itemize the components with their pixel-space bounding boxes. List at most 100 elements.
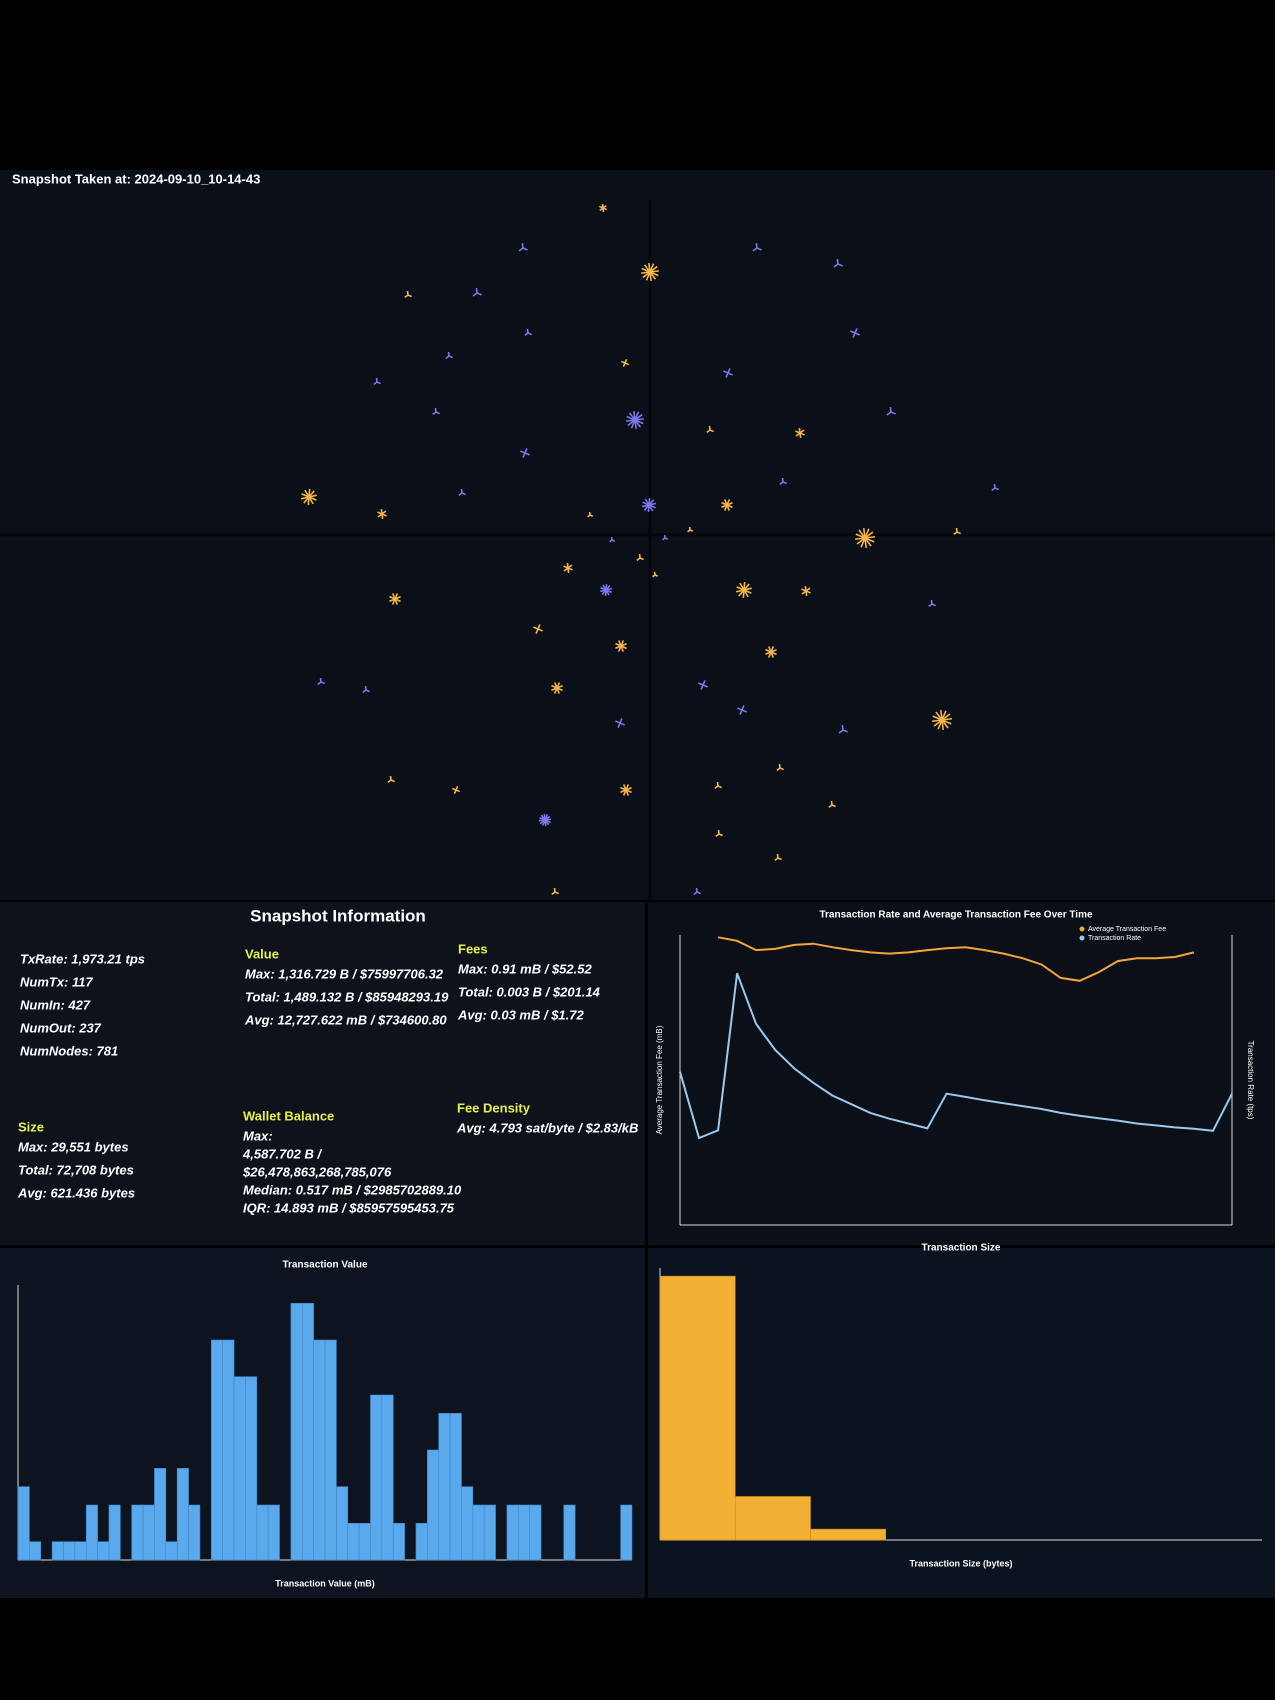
graph-edge (709, 429, 714, 433)
stat: NumTx: 117 (20, 974, 93, 989)
graph-edge (475, 287, 478, 294)
graph-edge (831, 804, 836, 808)
graph-edge (886, 411, 892, 416)
graph-edge (836, 258, 839, 265)
graph-edge (617, 722, 621, 728)
x-axis-label: Transaction Size (bytes) (909, 1558, 1012, 1568)
graph-edge (390, 779, 395, 783)
graph-edge (587, 514, 591, 518)
graph-edge (620, 643, 627, 647)
graph-edge (941, 713, 951, 721)
graph-edge (535, 628, 539, 634)
graph-edge (776, 767, 781, 772)
graph-edge (693, 891, 698, 896)
graph-edge (634, 418, 645, 421)
bar (188, 1504, 201, 1561)
network-graph (301, 203, 999, 896)
graph-edge (602, 204, 607, 209)
graph-edge (435, 411, 440, 415)
line-chart-panel (648, 902, 1275, 1245)
graph-edge (537, 624, 541, 630)
graph-edge (381, 510, 387, 515)
graph-edge (854, 332, 860, 336)
graph-edge (362, 689, 367, 694)
graph-edge (320, 681, 325, 685)
bar (222, 1339, 235, 1561)
graph-edge (308, 494, 317, 498)
graph-edge (407, 294, 412, 298)
graph-edge (373, 381, 378, 386)
graph-edge (864, 537, 875, 543)
bar (392, 1523, 405, 1561)
graph-edge (852, 332, 856, 338)
stat: NumIn: 427 (20, 997, 91, 1012)
bar (290, 1303, 303, 1561)
stat: TxRate: 1,973.21 tps (20, 951, 145, 966)
graph-edge (941, 719, 952, 725)
graph-edge (387, 779, 392, 784)
graph-edge (458, 492, 463, 497)
graph-edge (448, 355, 453, 359)
bar (810, 1528, 887, 1541)
graph-edge (702, 684, 708, 688)
bar (154, 1468, 167, 1561)
bar (472, 1504, 485, 1561)
y-axis-label: Average Transaction Fee (mB) (655, 1025, 664, 1134)
bar (659, 1275, 736, 1541)
graph-edge (805, 587, 811, 592)
bar (142, 1504, 155, 1561)
graph-edge (779, 481, 784, 486)
graph-edge (624, 359, 628, 364)
chart-title: Transaction Value (282, 1260, 367, 1271)
graph-edge (445, 355, 450, 360)
graph-edge (648, 502, 656, 506)
graph-edge (743, 587, 752, 591)
graph-edge (837, 263, 843, 267)
stat: NumNodes: 781 (20, 1043, 118, 1058)
graph-edge (939, 709, 943, 721)
graph-edge (689, 529, 694, 532)
legend-swatch (1079, 926, 1085, 932)
graph-edge (521, 242, 524, 249)
graph-edge (889, 406, 892, 413)
graph-edge (522, 452, 526, 458)
bar (108, 1504, 121, 1561)
graph-edge (696, 891, 701, 895)
bar (347, 1523, 360, 1561)
bar (17, 1486, 30, 1561)
graph-edge (864, 537, 868, 549)
legend-label: Transaction Rate (1088, 935, 1141, 942)
graph-edge (394, 596, 401, 600)
graph-edge (662, 537, 666, 541)
graph-edge (864, 537, 872, 547)
graph-edge (752, 247, 758, 252)
section-line: $26,478,863,268,785,076 (242, 1164, 392, 1179)
bar (313, 1339, 326, 1561)
graph-edge (687, 529, 691, 533)
graph-edge (931, 603, 936, 607)
graph-edge (636, 557, 641, 562)
graph-edge (609, 539, 613, 543)
snapshot-title: Snapshot Taken at: 2024-09-10_10-14-43 (12, 171, 260, 186)
section-line: Total: 1,489.132 B / $85948293.19 (245, 989, 449, 1004)
graph-edge (726, 502, 733, 506)
graph-edge (850, 330, 856, 334)
info-panel (0, 902, 645, 1245)
section-heading: Fee Density (457, 1100, 531, 1115)
section-line: IQR: 14.893 mB / $85957595453.75 (243, 1200, 455, 1215)
graph-edge (932, 715, 943, 721)
section-line: Max: (243, 1128, 273, 1143)
graph-edge (941, 710, 947, 721)
graph-edge (855, 533, 866, 539)
graph-edge (941, 719, 945, 731)
section-line: Max: 0.91 mB / $52.52 (458, 961, 592, 976)
graph-edge (890, 411, 896, 415)
bar (51, 1541, 64, 1561)
graph-edge (841, 724, 844, 731)
bar (427, 1449, 440, 1561)
graph-edge (520, 450, 526, 454)
chart-title: Transaction Rate and Average Transaction… (819, 910, 1093, 921)
series-line (717, 936, 1195, 982)
